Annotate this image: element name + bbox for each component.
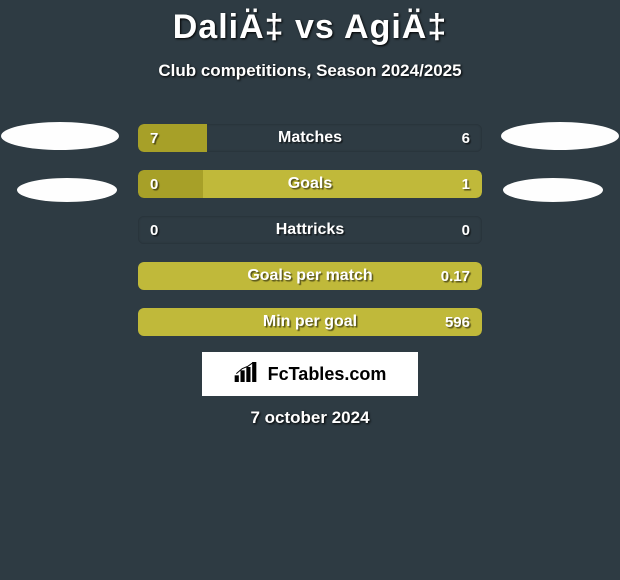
- stat-row: 0Hattricks0: [138, 216, 482, 244]
- stat-rows: 7Matches60Goals10Hattricks0Goals per mat…: [138, 124, 482, 354]
- stat-row: 7Matches6: [138, 124, 482, 152]
- stat-label: Goals per match: [138, 262, 482, 290]
- watermark: FcTables.com: [202, 352, 418, 396]
- stat-row: Min per goal596: [138, 308, 482, 336]
- player-club-ellipse: [17, 178, 117, 202]
- comparison-card: DaliÄ‡ vs AgiÄ‡ Club competitions, Seaso…: [0, 0, 620, 580]
- player-flag-ellipse: [1, 122, 119, 150]
- stat-label: Goals: [138, 170, 482, 198]
- left-player-badges: [0, 122, 125, 230]
- page-title: DaliÄ‡ vs AgiÄ‡: [0, 0, 620, 47]
- stat-label: Matches: [138, 124, 482, 152]
- watermark-text: FcTables.com: [268, 364, 387, 385]
- player-flag-ellipse: [501, 122, 619, 150]
- stat-right-value: 6: [462, 124, 470, 152]
- player-club-ellipse: [503, 178, 603, 202]
- stat-right-value: 0.17: [441, 262, 470, 290]
- stat-label: Hattricks: [138, 216, 482, 244]
- stat-right-value: 1: [462, 170, 470, 198]
- footer-date: 7 october 2024: [0, 408, 620, 428]
- stat-right-value: 596: [445, 308, 470, 336]
- bar-chart-icon: [234, 362, 262, 387]
- stat-label: Min per goal: [138, 308, 482, 336]
- page-subtitle: Club competitions, Season 2024/2025: [0, 61, 620, 81]
- right-player-badges: [495, 122, 620, 230]
- stat-row: Goals per match0.17: [138, 262, 482, 290]
- stat-row: 0Goals1: [138, 170, 482, 198]
- stat-right-value: 0: [462, 216, 470, 244]
